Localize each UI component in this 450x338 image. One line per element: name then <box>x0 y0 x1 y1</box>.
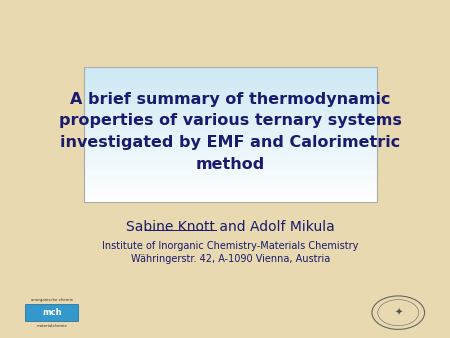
Bar <box>84 116 377 117</box>
Text: A brief summary of thermodynamic
properties of various ternary systems
investiga: A brief summary of thermodynamic propert… <box>59 92 402 172</box>
Bar <box>84 95 377 97</box>
Bar <box>84 190 377 192</box>
Bar <box>84 170 377 171</box>
Bar <box>84 77 377 78</box>
Bar <box>84 197 377 198</box>
Bar <box>84 185 377 187</box>
Bar <box>84 158 377 160</box>
Bar <box>84 100 377 102</box>
Bar <box>84 102 377 104</box>
Bar <box>84 104 377 105</box>
Bar <box>84 166 377 168</box>
Bar <box>84 168 377 170</box>
Text: materialchemie: materialchemie <box>36 324 67 329</box>
Bar <box>84 126 377 127</box>
Bar <box>84 165 377 166</box>
Bar <box>84 171 377 173</box>
Bar <box>84 107 377 109</box>
Bar <box>84 183 377 185</box>
Bar <box>84 92 377 94</box>
Bar <box>84 122 377 124</box>
Text: Institute of Inorganic Chemistry-Materials Chemistry: Institute of Inorganic Chemistry-Materia… <box>103 241 359 251</box>
Bar <box>84 73 377 75</box>
Bar <box>84 149 377 151</box>
Bar <box>84 94 377 95</box>
Bar <box>84 143 377 144</box>
Bar <box>84 85 377 87</box>
Bar <box>84 127 377 129</box>
Bar <box>84 129 377 131</box>
Bar <box>84 68 377 70</box>
Bar <box>84 83 377 85</box>
Bar <box>84 72 377 73</box>
Bar <box>84 161 377 163</box>
Bar <box>84 70 377 72</box>
Bar <box>84 87 377 89</box>
Bar <box>84 109 377 111</box>
Bar <box>84 121 377 122</box>
Bar <box>84 112 377 114</box>
Bar <box>84 173 377 175</box>
Bar <box>84 90 377 92</box>
Bar <box>84 124 377 126</box>
Bar <box>84 89 377 90</box>
Bar <box>84 80 377 82</box>
Bar <box>84 97 377 99</box>
Bar <box>84 160 377 161</box>
Text: ✦: ✦ <box>394 308 402 318</box>
Bar <box>84 176 377 178</box>
Bar <box>84 67 377 68</box>
Bar <box>84 141 377 143</box>
Bar <box>84 188 377 190</box>
Text: mch: mch <box>42 308 62 317</box>
Text: Währingerstr. 42, A-1090 Vienna, Austria: Währingerstr. 42, A-1090 Vienna, Austria <box>131 254 330 264</box>
Bar <box>84 153 377 154</box>
Bar <box>84 193 377 195</box>
Bar <box>84 151 377 153</box>
Bar <box>84 156 377 158</box>
Bar <box>84 139 377 141</box>
Bar <box>84 163 377 165</box>
Bar <box>84 178 377 180</box>
Bar <box>84 111 377 112</box>
Bar <box>84 78 377 80</box>
Bar <box>84 134 377 136</box>
Bar <box>84 182 377 183</box>
Bar <box>84 198 377 200</box>
Bar <box>84 136 377 138</box>
Text: Sabine Knott and Adolf Mikula: Sabine Knott and Adolf Mikula <box>126 220 335 234</box>
Bar <box>84 119 377 121</box>
Bar <box>84 99 377 100</box>
Bar <box>84 148 377 149</box>
Bar <box>84 144 377 146</box>
Bar <box>84 175 377 176</box>
Bar <box>84 131 377 132</box>
Bar <box>84 195 377 197</box>
Bar <box>84 114 377 116</box>
Bar <box>84 187 377 188</box>
Bar <box>84 192 377 193</box>
Bar <box>84 132 377 134</box>
Bar <box>25 305 78 321</box>
Bar <box>84 146 377 148</box>
Bar <box>84 75 377 77</box>
Bar <box>84 138 377 139</box>
Bar <box>84 117 377 119</box>
Bar <box>84 154 377 156</box>
Bar <box>84 180 377 182</box>
Text: anorganische chemie: anorganische chemie <box>31 298 73 302</box>
Bar <box>84 200 377 202</box>
Bar <box>84 105 377 107</box>
Bar <box>84 82 377 83</box>
